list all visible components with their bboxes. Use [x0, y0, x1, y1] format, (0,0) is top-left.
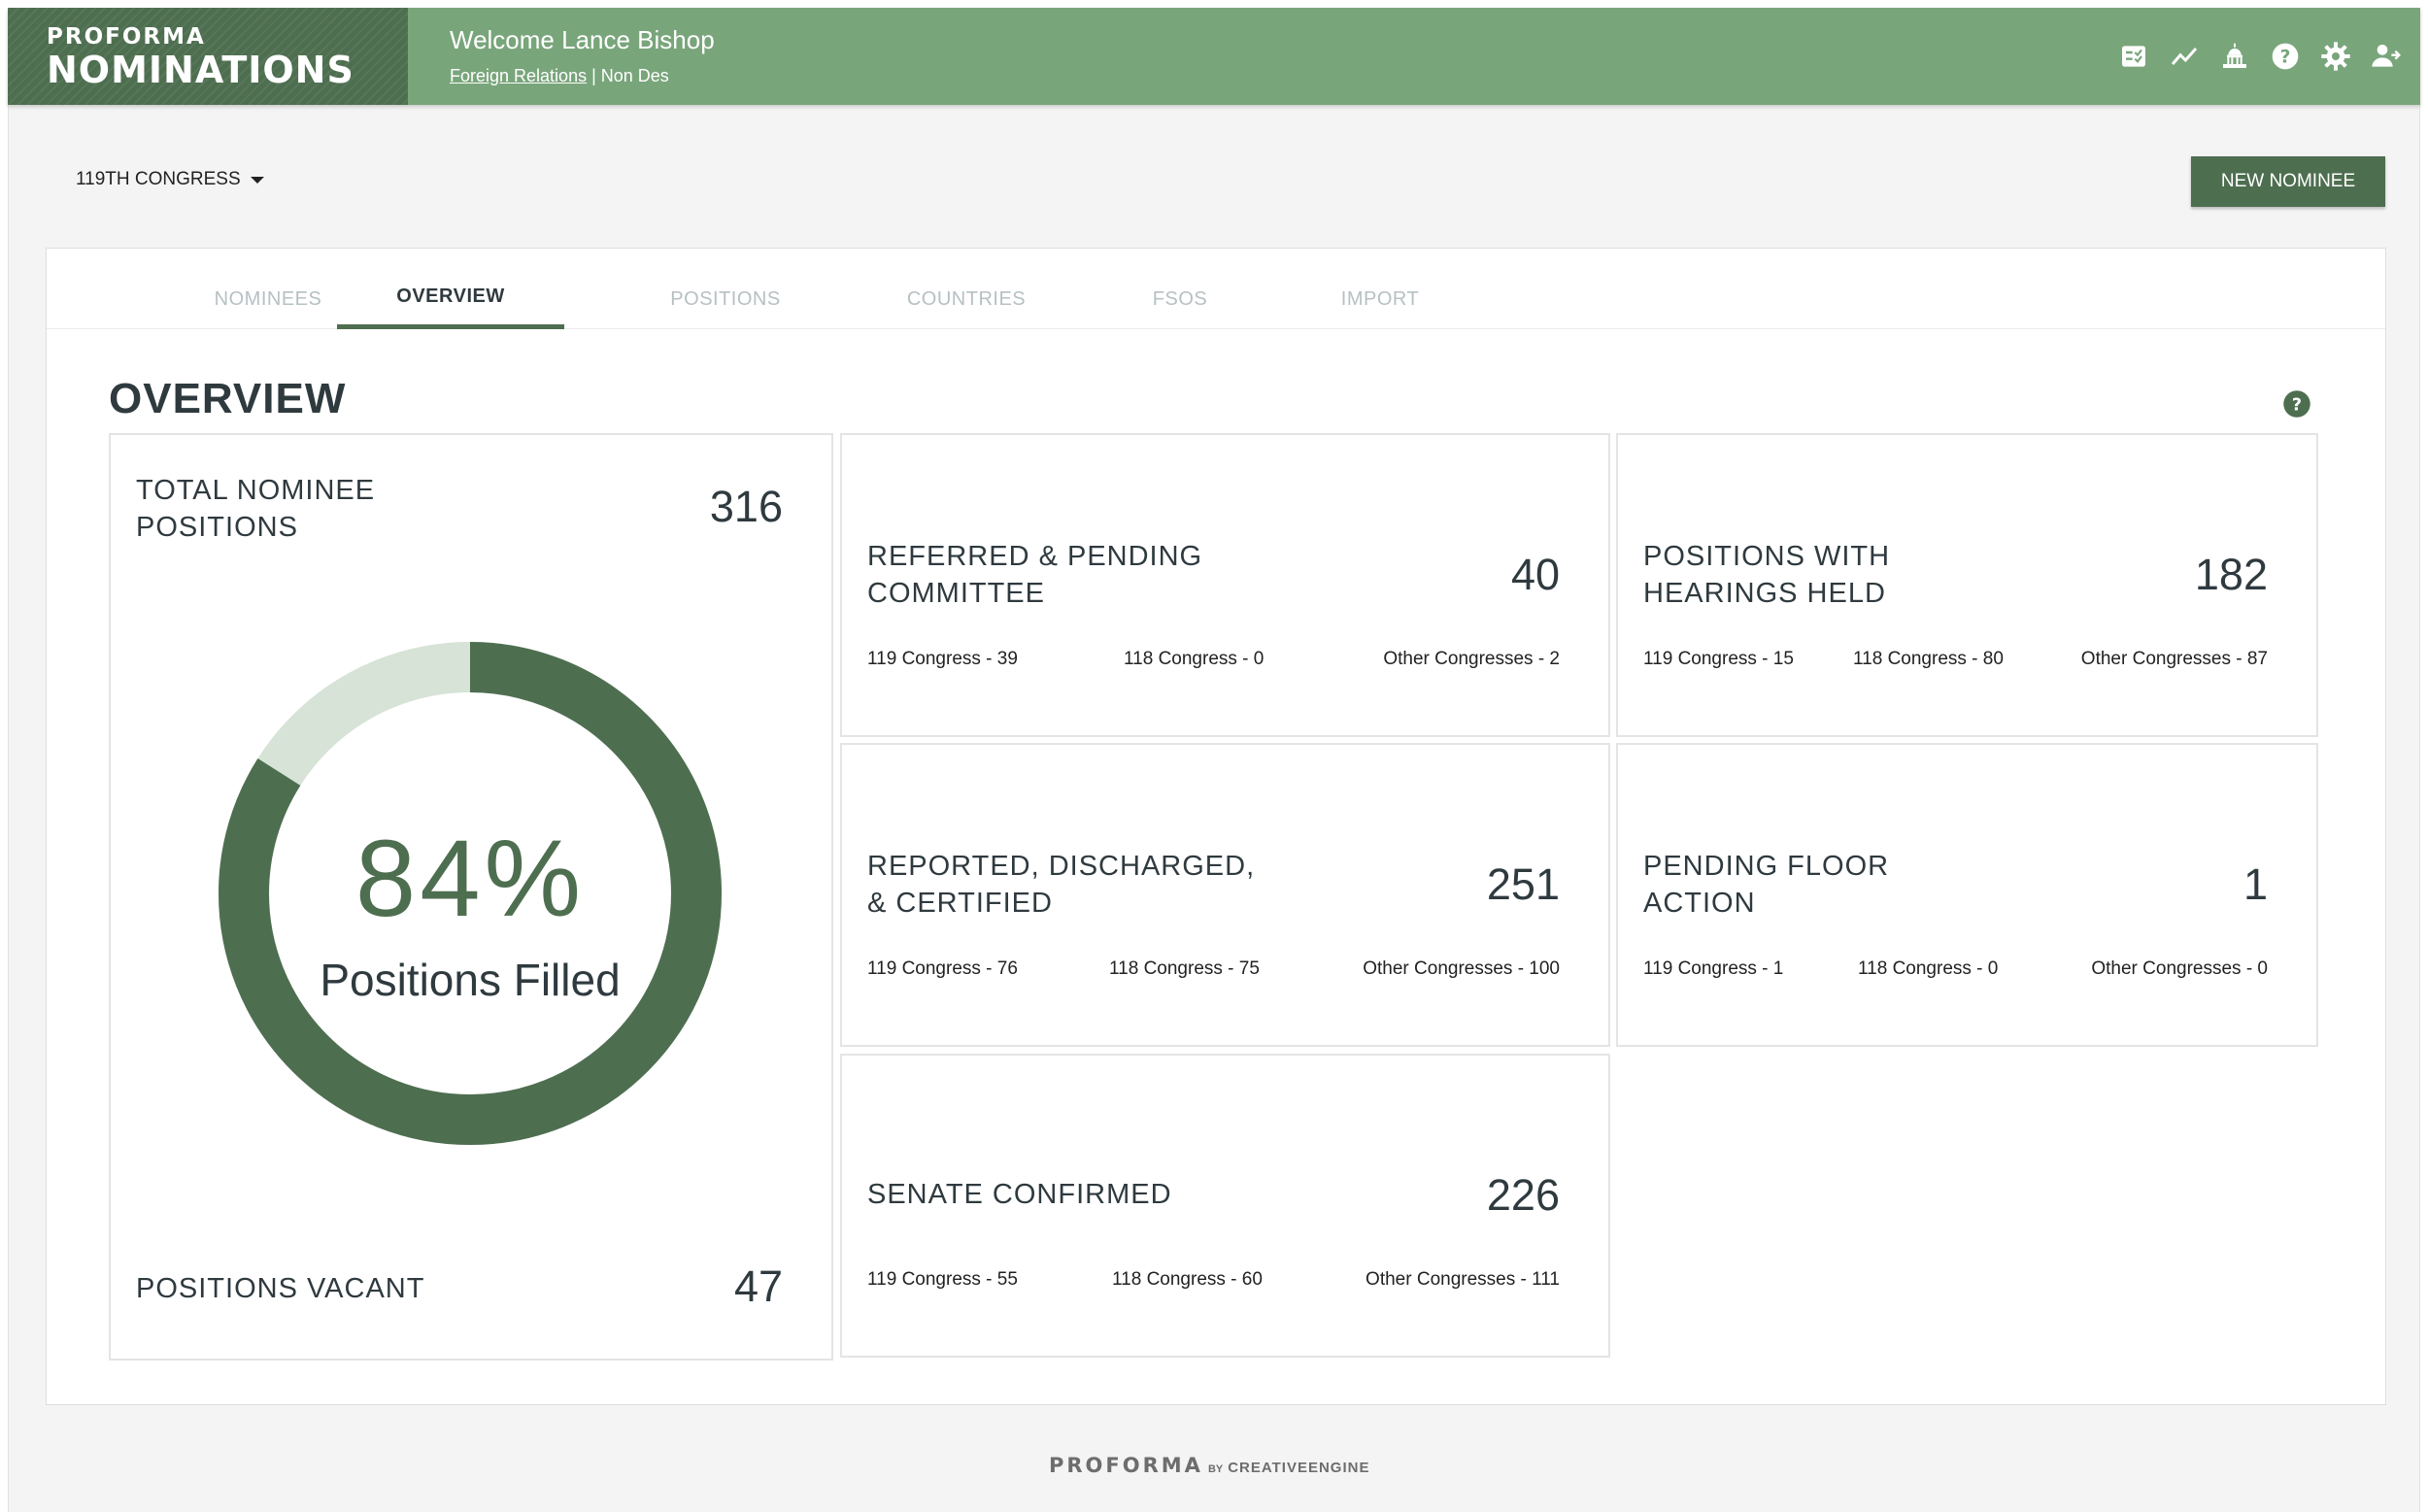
overview-panel: NOMINEES OVERVIEW POSITIONS COUNTRIES FS… — [46, 248, 2386, 1405]
trend-chart-icon[interactable] — [2168, 40, 2201, 73]
card-value: 40 — [1510, 550, 1560, 599]
card-sub-other: Other Congresses - 87 — [2080, 649, 2268, 669]
checklist-icon[interactable] — [2117, 40, 2150, 73]
logo-brand-text: PROFORMA — [47, 24, 206, 50]
card-sub-118: 118 Congress - 75 — [1109, 958, 1260, 979]
card-sub-119: 119 Congress - 76 — [867, 958, 1018, 979]
card-value: 1 — [2243, 859, 2268, 909]
page-title: OVERVIEW — [109, 375, 347, 422]
tab-countries[interactable]: COUNTRIES — [906, 288, 1027, 310]
tab-import[interactable]: IMPORT — [1340, 288, 1420, 310]
gear-icon[interactable] — [2319, 40, 2352, 73]
card-value: 251 — [1486, 859, 1560, 909]
card-value: 182 — [2194, 550, 2268, 599]
card-title-line2: & CERTIFIED — [867, 888, 1053, 919]
committee-separator: | — [587, 66, 601, 85]
tab-positions[interactable]: POSITIONS — [670, 288, 781, 310]
card-title-line1: POSITIONS WITH — [1643, 541, 1891, 572]
filled-label: Positions Filled — [320, 955, 621, 1005]
tab-fsos[interactable]: FSOS — [1152, 288, 1208, 310]
vacant-value: 47 — [733, 1261, 783, 1311]
card-sub-other: Other Congresses - 111 — [1366, 1269, 1560, 1290]
app-logo[interactable]: PROFORMA NOMINATIONS — [8, 8, 408, 105]
pending-floor-card: PENDING FLOOR ACTION 1 119 Congress - 1 … — [1616, 743, 2318, 1047]
card-title: REPORTED, DISCHARGED, & CERTIFIED — [867, 848, 1255, 922]
total-title-line2: POSITIONS — [136, 512, 298, 543]
top-header: PROFORMA NOMINATIONS Welcome Lance Bisho… — [8, 8, 2420, 105]
help-circle-icon[interactable]: ? — [2269, 40, 2302, 73]
tab-nominees[interactable]: NOMINEES — [214, 288, 322, 310]
svg-text:?: ? — [2280, 48, 2291, 68]
card-sub-118: 118 Congress - 60 — [1112, 1269, 1263, 1290]
card-title-line2: ACTION — [1643, 888, 1756, 919]
footer-creativeengine: CREATIVEENGINE — [1228, 1460, 1370, 1476]
welcome-message: Welcome Lance Bishop — [450, 25, 715, 54]
hearings-held-card: POSITIONS WITH HEARINGS HELD 182 119 Con… — [1616, 433, 2318, 737]
committee-type: Non Des — [600, 66, 669, 85]
svg-text:?: ? — [2292, 395, 2302, 415]
card-title: POSITIONS WITH HEARINGS HELD — [1643, 538, 1890, 612]
card-title-line1: REPORTED, DISCHARGED, — [867, 851, 1256, 882]
card-sub-other: Other Congresses - 100 — [1363, 958, 1560, 979]
user-logout-icon[interactable] — [2370, 40, 2403, 73]
card-sub-119: 119 Congress - 55 — [867, 1269, 1018, 1290]
total-positions-value: 316 — [709, 482, 783, 531]
committee-link[interactable]: Foreign Relations — [450, 66, 588, 85]
card-sub-118: 118 Congress - 80 — [1853, 649, 2004, 669]
footer-proforma: PROFORMA — [1049, 1454, 1203, 1477]
vacant-label: POSITIONS VACANT — [136, 1273, 425, 1304]
tab-bar: NOMINEES OVERVIEW POSITIONS COUNTRIES FS… — [47, 249, 2385, 329]
help-icon[interactable]: ? — [2282, 389, 2311, 419]
footer-brand: PROFORMA BY CREATIVEENGINE — [1049, 1454, 1369, 1477]
tab-overview[interactable]: OVERVIEW — [337, 249, 564, 329]
card-sub-119: 119 Congress - 39 — [867, 649, 1018, 669]
congress-select-label: 119TH CONGRESS — [76, 169, 241, 189]
capitol-icon[interactable] — [2218, 40, 2251, 73]
logo-product-text: NOMINATIONS — [47, 49, 354, 91]
new-nominee-button[interactable]: NEW NOMINEE — [2191, 156, 2385, 207]
card-title-line1: REFERRED & PENDING — [867, 541, 1203, 572]
total-card-title: TOTAL NOMINEE POSITIONS — [136, 472, 375, 546]
referred-pending-card: REFERRED & PENDING COMMITTEE 40 119 Cong… — [840, 433, 1610, 737]
filled-donut-chart: 84% Positions Filled — [218, 641, 723, 1146]
card-title-line2: HEARINGS HELD — [1643, 578, 1886, 609]
card-sub-other: Other Congresses - 0 — [2091, 958, 2268, 979]
caret-down-icon — [250, 176, 264, 184]
committee-info: Foreign Relations | Non Des — [450, 66, 669, 86]
filled-percent: 84% — [354, 818, 586, 939]
footer-by: BY — [1207, 1463, 1224, 1475]
card-sub-119: 119 Congress - 15 — [1643, 649, 1794, 669]
senate-confirmed-card: SENATE CONFIRMED 226 119 Congress - 55 1… — [840, 1054, 1610, 1358]
card-sub-118: 118 Congress - 0 — [1124, 649, 1265, 669]
card-sub-other: Other Congresses - 2 — [1383, 649, 1560, 669]
card-value: 226 — [1486, 1170, 1560, 1220]
card-title: PENDING FLOOR ACTION — [1643, 848, 1889, 922]
total-positions-card: TOTAL NOMINEE POSITIONS 316 84% Position… — [109, 433, 833, 1361]
card-title: REFERRED & PENDING COMMITTEE — [867, 538, 1202, 612]
donut-svg — [219, 642, 722, 1145]
header-icon-bar: ? — [2117, 37, 2403, 76]
card-sub-118: 118 Congress - 0 — [1858, 958, 1999, 979]
card-title: SENATE CONFIRMED — [867, 1179, 1172, 1210]
card-title-line1: PENDING FLOOR — [1643, 851, 1890, 882]
congress-select[interactable]: 119TH CONGRESS — [76, 169, 264, 190]
card-sub-119: 119 Congress - 1 — [1643, 958, 1784, 979]
donut-filled-arc — [219, 642, 722, 1145]
card-title-line2: COMMITTEE — [867, 578, 1045, 609]
total-title-line1: TOTAL NOMINEE — [136, 475, 376, 506]
reported-discharged-card: REPORTED, DISCHARGED, & CERTIFIED 251 11… — [840, 743, 1610, 1047]
